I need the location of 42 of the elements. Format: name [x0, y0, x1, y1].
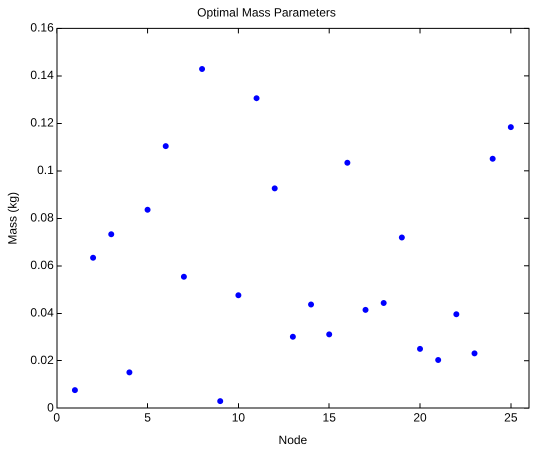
point [344, 160, 350, 166]
point [235, 292, 242, 298]
point [272, 185, 278, 192]
x-tick-label: 15 [322, 410, 336, 425]
x-tick-label: 25 [504, 410, 518, 425]
point [290, 334, 296, 340]
y-tick-label: 0.1 [37, 163, 54, 178]
point [217, 398, 224, 404]
point [398, 234, 405, 241]
point [72, 387, 78, 394]
point [308, 301, 314, 308]
point [162, 143, 169, 150]
point [254, 95, 260, 102]
point [144, 206, 151, 213]
point [108, 231, 114, 238]
y-tick-label: 0.02 [30, 353, 54, 368]
point [362, 306, 369, 313]
y-axis-title: Mass (kg) [6, 192, 20, 245]
point [90, 254, 96, 261]
point [199, 66, 206, 72]
x-tick-label: 10 [232, 410, 246, 425]
y-tick-label: 0.16 [30, 20, 54, 35]
y-tick-label: 0.08 [30, 210, 54, 225]
point [126, 369, 132, 376]
point [435, 357, 442, 364]
point [453, 311, 460, 318]
point [508, 124, 514, 130]
y-tick-label: 0.06 [30, 258, 54, 272]
x-tick-label: 20 [413, 410, 428, 425]
point [380, 300, 387, 306]
x-axis-title: Node [278, 433, 308, 448]
x-tick-label: 5 [144, 410, 152, 425]
y-tick-label: 0.14 [30, 68, 54, 82]
point [180, 274, 187, 280]
y-tick-label: 0.12 [30, 116, 54, 130]
point [417, 346, 424, 352]
y-tick-label: 0.04 [30, 306, 54, 320]
chart-title: Optimal Mass Parameters [197, 6, 336, 20]
point [490, 156, 496, 162]
y-tick-label: 0 [47, 400, 54, 415]
point [326, 331, 332, 338]
point [472, 350, 478, 356]
